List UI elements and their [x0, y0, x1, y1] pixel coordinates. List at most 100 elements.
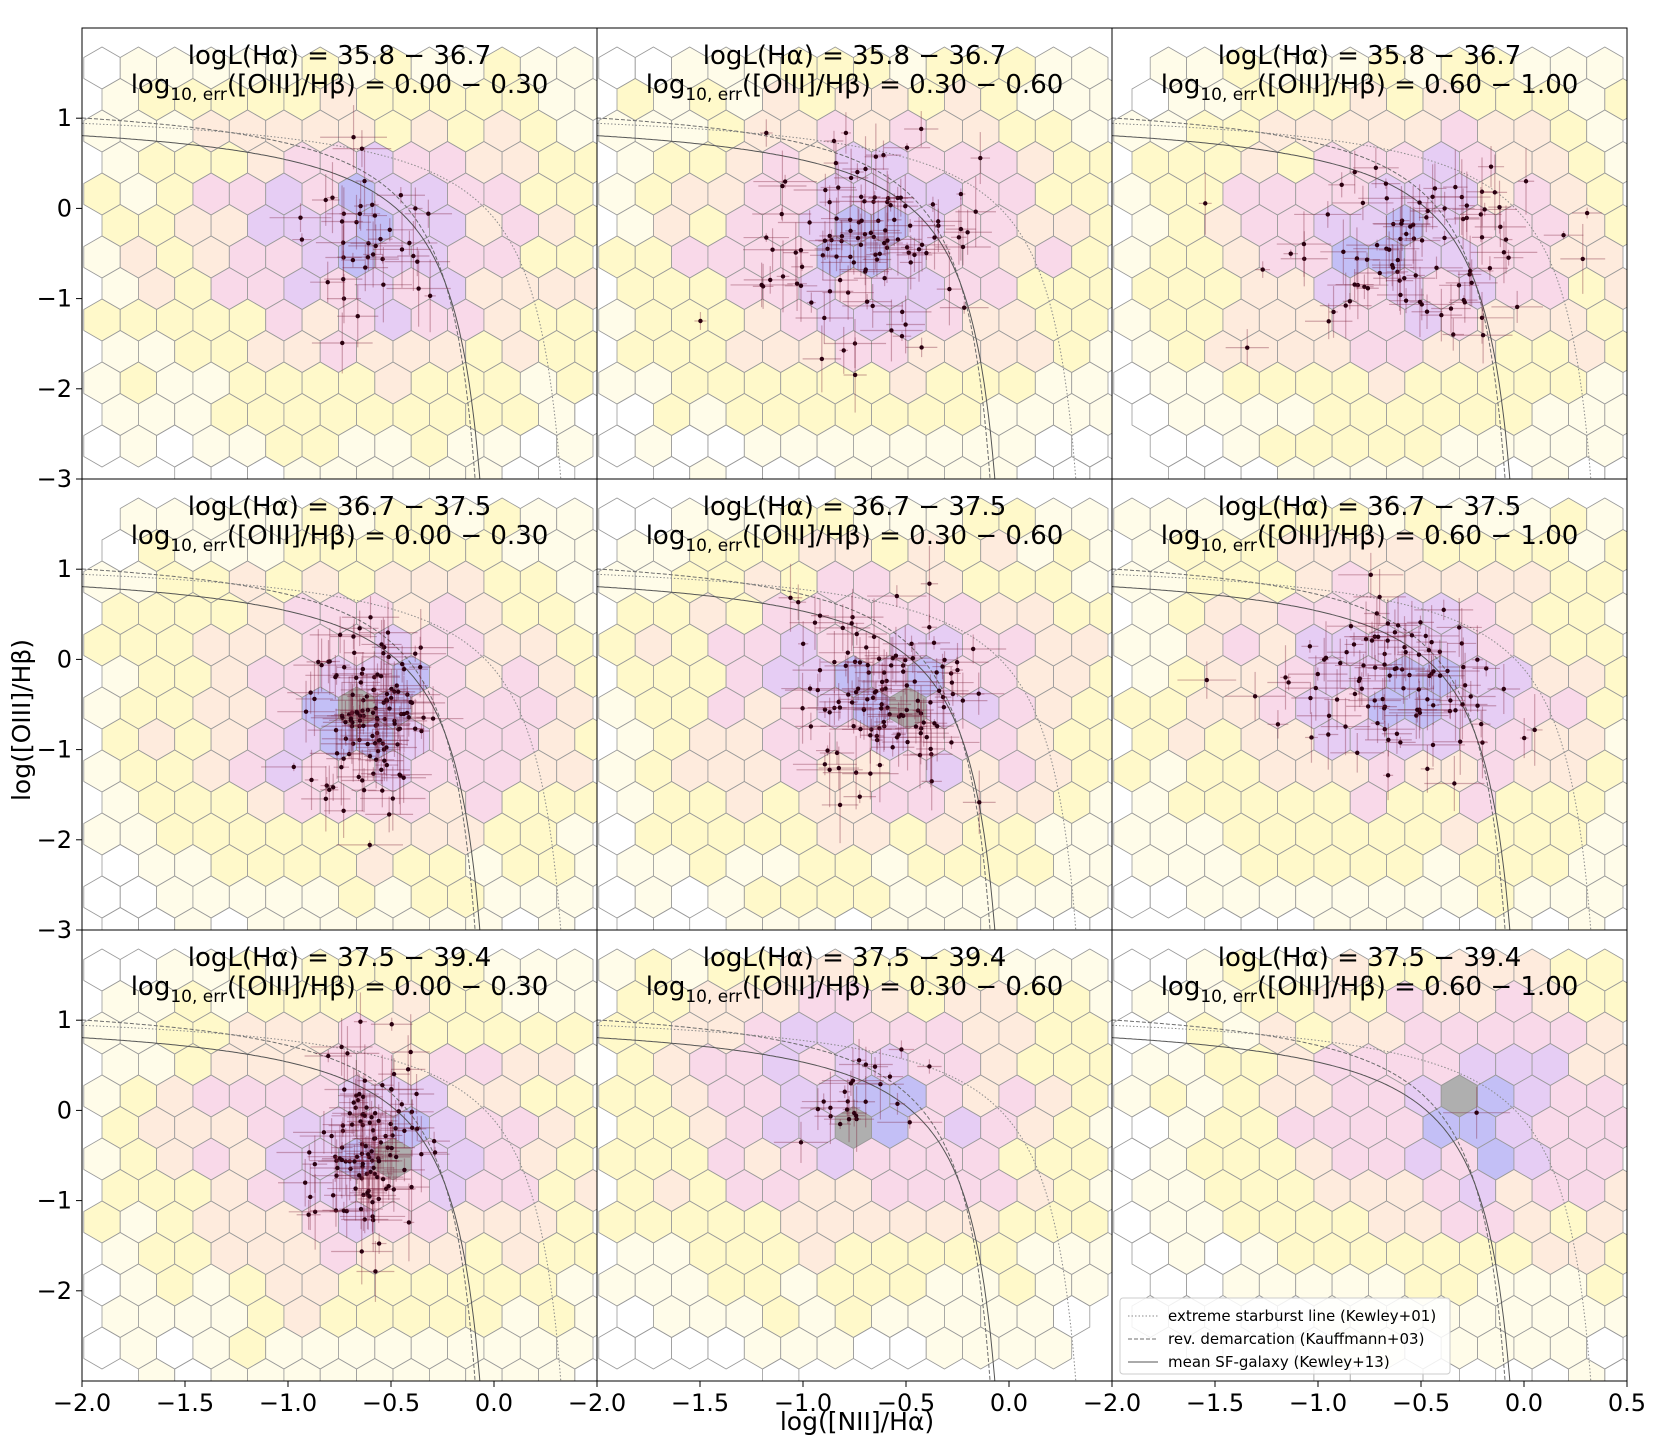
data-point: [851, 260, 856, 265]
data-point: [863, 1062, 869, 1067]
curve-kewley13: [82, 1037, 481, 1381]
data-point: [382, 716, 388, 722]
data-point: [825, 246, 830, 251]
data-point: [373, 243, 378, 249]
data-point: [878, 1081, 883, 1087]
data-point: [846, 1116, 852, 1122]
data-point: [1404, 231, 1409, 237]
data-point: [854, 631, 859, 637]
data-point: [954, 660, 960, 665]
data-point: [1352, 691, 1358, 697]
data-point: [333, 1154, 338, 1159]
data-point: [936, 223, 941, 228]
data-point: [369, 1114, 374, 1120]
data-point: [823, 187, 828, 193]
data-point: [365, 741, 370, 747]
data-point: [884, 678, 889, 684]
data-point: [378, 1140, 384, 1145]
data-point: [862, 231, 868, 237]
hexbin-layer: [598, 46, 1112, 479]
data-point: [900, 309, 905, 315]
data-point: [369, 1149, 374, 1154]
data-point: [426, 211, 431, 216]
data-point: [1484, 666, 1489, 671]
data-point: [903, 203, 908, 209]
data-point: [388, 1121, 393, 1127]
data-point: [1459, 641, 1464, 646]
y-tick-label: −1: [37, 1187, 72, 1215]
data-point: [874, 737, 880, 743]
data-point: [843, 130, 849, 136]
data-point: [1460, 702, 1465, 707]
y-tick-label: −3: [37, 465, 72, 493]
data-point: [847, 217, 853, 223]
data-point: [378, 236, 383, 242]
data-point: [1344, 650, 1349, 655]
data-point: [405, 692, 410, 697]
data-point: [343, 1159, 348, 1164]
data-point: [1442, 235, 1447, 241]
data-point: [308, 690, 313, 695]
data-point: [882, 276, 887, 281]
data-point: [834, 254, 839, 259]
data-point: [361, 713, 366, 719]
panel-title-line2: log10, err([OIII]/Hβ) = 0.00 − 0.30: [131, 972, 549, 1007]
data-point: [894, 593, 900, 599]
x-tick-label: −0.5: [1392, 1389, 1450, 1417]
data-point: [341, 276, 346, 282]
data-point: [389, 1145, 394, 1151]
data-point: [970, 646, 976, 652]
data-point: [1357, 676, 1362, 681]
curve-kewley13: [597, 1037, 996, 1381]
data-point: [1456, 283, 1462, 288]
data-point: [918, 731, 923, 736]
data-point: [832, 659, 837, 665]
data-point: [871, 234, 876, 240]
data-point: [370, 1217, 376, 1223]
data-point: [405, 1067, 411, 1072]
x-tick-label: −1.5: [1186, 1389, 1244, 1417]
curve-kauffmann03: [82, 1019, 476, 1381]
data-point: [832, 705, 837, 711]
panel-plot-area: [597, 46, 1112, 479]
data-point: [1462, 683, 1468, 688]
data-point: [849, 621, 854, 626]
data-point: [1416, 687, 1421, 692]
data-point: [351, 1100, 356, 1105]
data-point: [360, 778, 365, 783]
data-point: [1501, 686, 1507, 692]
data-point: [386, 654, 391, 660]
data-point: [391, 1071, 397, 1077]
data-point: [1383, 181, 1389, 186]
data-point: [1382, 704, 1388, 709]
panel-title-line2: log10, err([OIII]/Hβ) = 0.60 − 1.00: [1161, 521, 1579, 556]
y-tick-label: −2: [37, 826, 72, 854]
data-point: [1343, 724, 1348, 729]
data-point: [370, 252, 376, 257]
data-point: [384, 762, 390, 768]
data-point: [1475, 657, 1480, 662]
data-point: [1407, 672, 1412, 678]
data-point: [402, 1167, 407, 1173]
data-point: [353, 1186, 358, 1191]
data-point: [1355, 282, 1361, 288]
data-point: [796, 600, 801, 605]
panel-title-line2: log10, err([OIII]/Hβ) = 0.30 − 0.60: [646, 70, 1064, 105]
data-points: [778, 545, 1007, 844]
data-point: [409, 1125, 415, 1131]
data-point: [852, 659, 858, 665]
data-point: [1469, 280, 1474, 286]
panel-plot-area: [597, 948, 1112, 1381]
data-point: [1354, 256, 1360, 261]
data-point: [1402, 276, 1407, 281]
data-point: [1415, 707, 1420, 713]
data-point: [1377, 594, 1382, 600]
data-point: [907, 1120, 912, 1125]
data-point: [1403, 649, 1408, 655]
curve-kewley13: [1112, 1037, 1511, 1381]
data-point: [890, 655, 895, 661]
